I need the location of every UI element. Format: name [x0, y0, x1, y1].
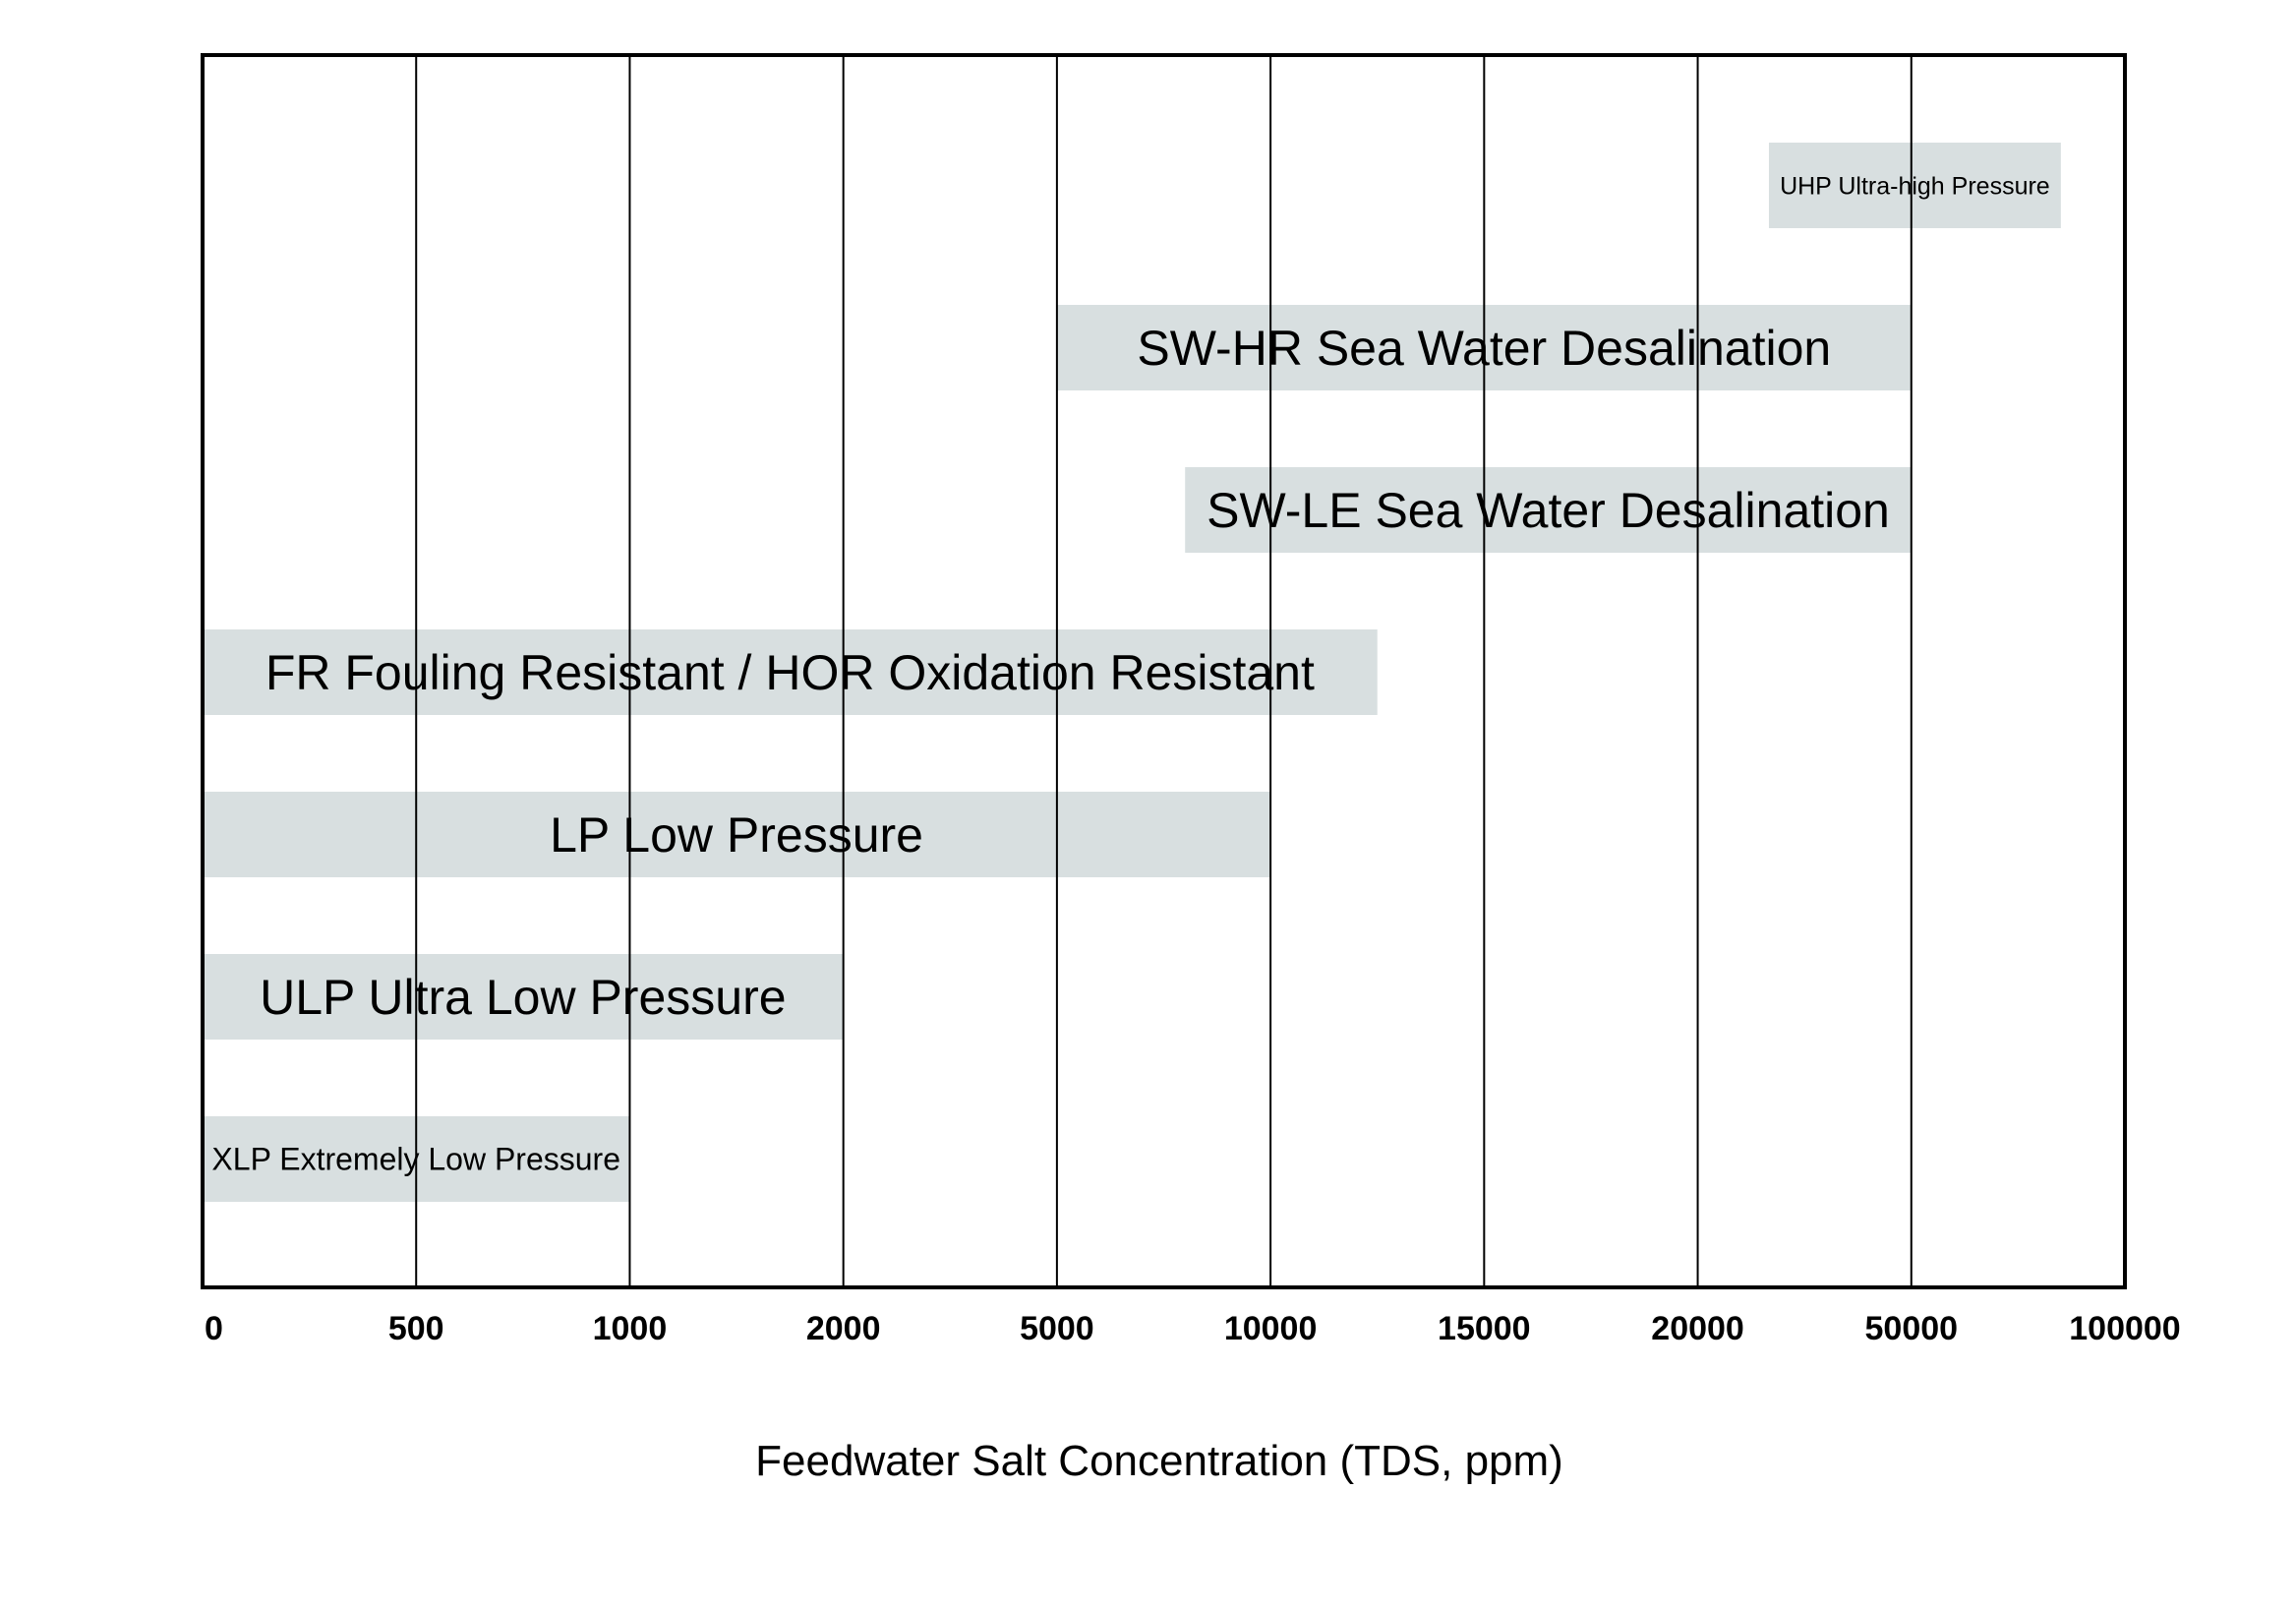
bar-label: ULP Ultra Low Pressure: [260, 970, 786, 1025]
bar-label: LP Low Pressure: [550, 807, 923, 863]
x-tick-label: 0: [205, 1310, 223, 1347]
bar: [1185, 467, 1912, 553]
x-tick-label: 50000: [1865, 1310, 1959, 1347]
x-tick-label: 100000: [2069, 1310, 2180, 1347]
x-tick-label: 500: [388, 1310, 444, 1347]
x-tick-label: 2000: [806, 1310, 881, 1347]
bar-label: FR Fouling Resistant / HOR Oxidation Res…: [265, 645, 1315, 700]
bar-label: UHP Ultra-high Pressure: [1780, 172, 2050, 200]
x-tick-label: 10000: [1224, 1310, 1318, 1347]
bar: [203, 629, 1378, 715]
bar-label: SW-LE Sea Water Desalination: [1207, 483, 1890, 538]
x-tick-label: 5000: [1020, 1310, 1094, 1347]
plot-frame: [201, 53, 2127, 1289]
bar: [203, 954, 844, 1040]
x-tick-label: 1000: [593, 1310, 668, 1347]
bar: [203, 792, 1271, 877]
bar-label: SW-HR Sea Water Desalination: [1137, 321, 1831, 376]
x-axis-title: Feedwater Salt Concentration (TDS, ppm): [755, 1437, 1563, 1485]
x-tick-label: 15000: [1438, 1310, 1531, 1347]
x-tick-label: 20000: [1651, 1310, 1744, 1347]
bar: [1768, 143, 2061, 228]
bar-label: XLP Extremely Low Pressure: [211, 1142, 620, 1177]
